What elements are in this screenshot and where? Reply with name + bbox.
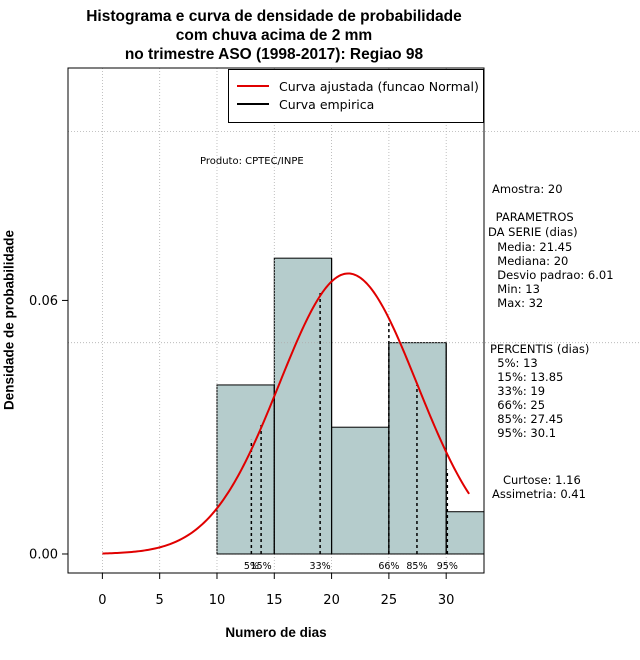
percentile-label-1: 15%: [251, 561, 272, 572]
stat-parametros-title: PARAMETROS: [492, 210, 574, 224]
plot-frame: [67, 67, 485, 574]
stat-p95: 95%: 30.1: [490, 426, 557, 440]
stat-mediana: Mediana: 20: [490, 254, 569, 268]
stat-min: Min: 13: [490, 282, 540, 296]
chart-title-line-2: com chuva acima de 2 mm: [175, 27, 373, 44]
chart-title-line-3: no trimestre ASO (1998-2017): Regiao 98: [124, 46, 424, 63]
legend-entry-fitted: Curva ajustada (funcao Normal): [237, 77, 479, 95]
stat-curtose: Curtose: 1.16: [492, 473, 581, 487]
legend-label-empirical: Curva empirica: [279, 96, 375, 112]
stat-p15: 15%: 13.85: [490, 370, 564, 384]
x-axis-label: Numero de dias: [225, 625, 327, 640]
y-axis-label: Densidade de probabilidade: [1, 229, 17, 411]
y-tick-label-0: 0.00: [29, 547, 58, 562]
histogram-bar-1: [273, 257, 333, 555]
fitted-normal-curve: [102, 272, 470, 555]
percentile-label-0: 5%: [244, 561, 259, 572]
x-tick-label-1: 5: [156, 593, 164, 608]
x-tick-label-5: 25: [381, 593, 398, 608]
stat-media: Media: 21.45: [490, 240, 573, 254]
histogram-bar-3: [388, 342, 447, 555]
histogram-bar-4: [445, 511, 484, 555]
histogram-bar-2: [331, 426, 390, 555]
x-tick-label-2: 10: [209, 593, 226, 608]
histogram-bar-0: [216, 384, 275, 555]
stat-max: Max: 32: [490, 296, 544, 310]
legend-swatch-fitted: [237, 85, 269, 87]
chart-legend: Curva ajustada (funcao Normal) Curva emp…: [228, 69, 484, 123]
x-tick-label-0: 0: [98, 593, 106, 608]
x-tick-label-4: 20: [323, 593, 340, 608]
stat-percentis-title: PERCENTIS (dias): [490, 342, 590, 356]
percentile-label-3: 66%: [378, 561, 399, 572]
percentile-label-5: 95%: [437, 561, 458, 572]
x-tick-label-3: 15: [266, 593, 283, 608]
product-label: Produto: CPTEC/INPE: [200, 156, 304, 167]
stat-serie-title: DA SERIE (dias): [488, 225, 578, 239]
chart-title-line-1: Histograma e curva de densidade de proba…: [86, 8, 462, 25]
legend-entry-empirical: Curva empirica: [237, 95, 374, 113]
legend-label-fitted: Curva ajustada (funcao Normal): [279, 78, 479, 94]
legend-swatch-empirical: [237, 103, 269, 105]
x-tick-label-6: 30: [438, 593, 455, 608]
stat-assimetria: Assimetria: 0.41: [492, 487, 586, 501]
percentile-label-4: 85%: [406, 561, 427, 572]
stat-p66: 66%: 25: [490, 398, 546, 412]
stat-p85: 85%: 27.45: [490, 412, 564, 426]
percentile-label-2: 33%: [310, 561, 331, 572]
stat-desvio: Desvio padrao: 6.01: [490, 268, 614, 282]
stat-p5: 5%: 13: [490, 356, 538, 370]
y-tick-label-1: 0.06: [29, 294, 58, 309]
stat-p33: 33%: 19: [490, 384, 546, 398]
stat-amostra: Amostra: 20: [492, 182, 563, 196]
